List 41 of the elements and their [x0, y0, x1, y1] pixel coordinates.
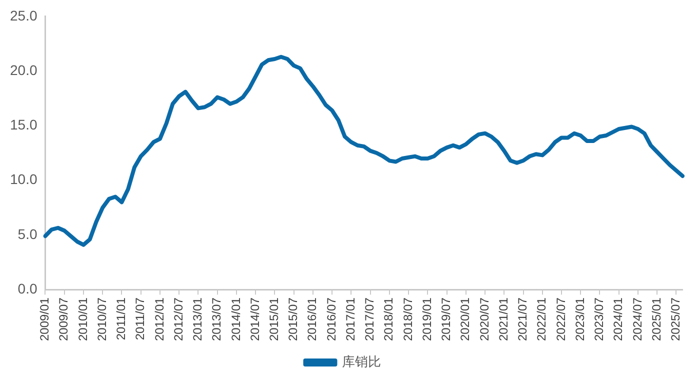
x-tick-label: 2010/01 [76, 297, 90, 342]
x-tick-label: 2025/01 [649, 297, 664, 342]
x-tick-label: 2017/01 [343, 297, 358, 342]
x-tick-label: 2023/07 [592, 297, 606, 342]
x-tick-label: 2013/07 [210, 297, 224, 342]
x-tick-label: 2016/07 [324, 297, 338, 342]
y-tick-label: 15.0 [10, 116, 38, 133]
x-tick-label: 2020/07 [477, 297, 492, 342]
x-tick-label: 2010/07 [94, 297, 109, 342]
x-tick-label: 2014/01 [228, 297, 243, 342]
x-tick-label: 2021/07 [516, 297, 530, 342]
x-tick-label: 2009/01 [38, 297, 52, 342]
x-tick-label: 2017/07 [362, 297, 377, 342]
y-tick-label: 20.0 [10, 62, 38, 78]
x-tick-label: 2024/01 [611, 297, 626, 342]
x-tick-label: 2014/07 [248, 297, 262, 342]
x-tick-label: 2019/07 [439, 297, 454, 342]
legend-label: 库销比 [342, 354, 381, 370]
x-tick-label: 2015/07 [286, 297, 300, 342]
x-tick-label: 2012/07 [171, 297, 186, 342]
x-tick-label: 2012/01 [152, 297, 166, 342]
x-tick-label: 2024/07 [630, 297, 644, 342]
x-tick-label: 2022/07 [554, 297, 568, 342]
x-tick-label: 2015/01 [267, 297, 282, 342]
x-tick-label: 2025/07 [668, 297, 683, 342]
x-tick-label: 2009/07 [56, 297, 71, 342]
x-tick-label: 2016/01 [305, 297, 320, 342]
x-tick-label: 2022/01 [534, 297, 549, 342]
x-tick-label: 2021/01 [496, 297, 510, 342]
x-tick-label: 2011/01 [114, 297, 128, 340]
x-tick-label: 2023/01 [572, 297, 587, 342]
x-tick-label: 2013/01 [190, 297, 205, 342]
x-tick-label: 2020/01 [458, 297, 472, 342]
x-tick-label: 2019/01 [420, 297, 434, 342]
y-tick-label: 0.0 [18, 280, 38, 296]
x-tick-label: 2011/07 [133, 297, 148, 340]
y-tick-label: 25.0 [10, 7, 38, 24]
x-tick-label: 2018/01 [382, 297, 396, 342]
x-tick-label: 2018/07 [400, 297, 415, 342]
y-tick-label: 5.0 [18, 226, 38, 242]
y-tick-label: 10.0 [10, 171, 38, 188]
